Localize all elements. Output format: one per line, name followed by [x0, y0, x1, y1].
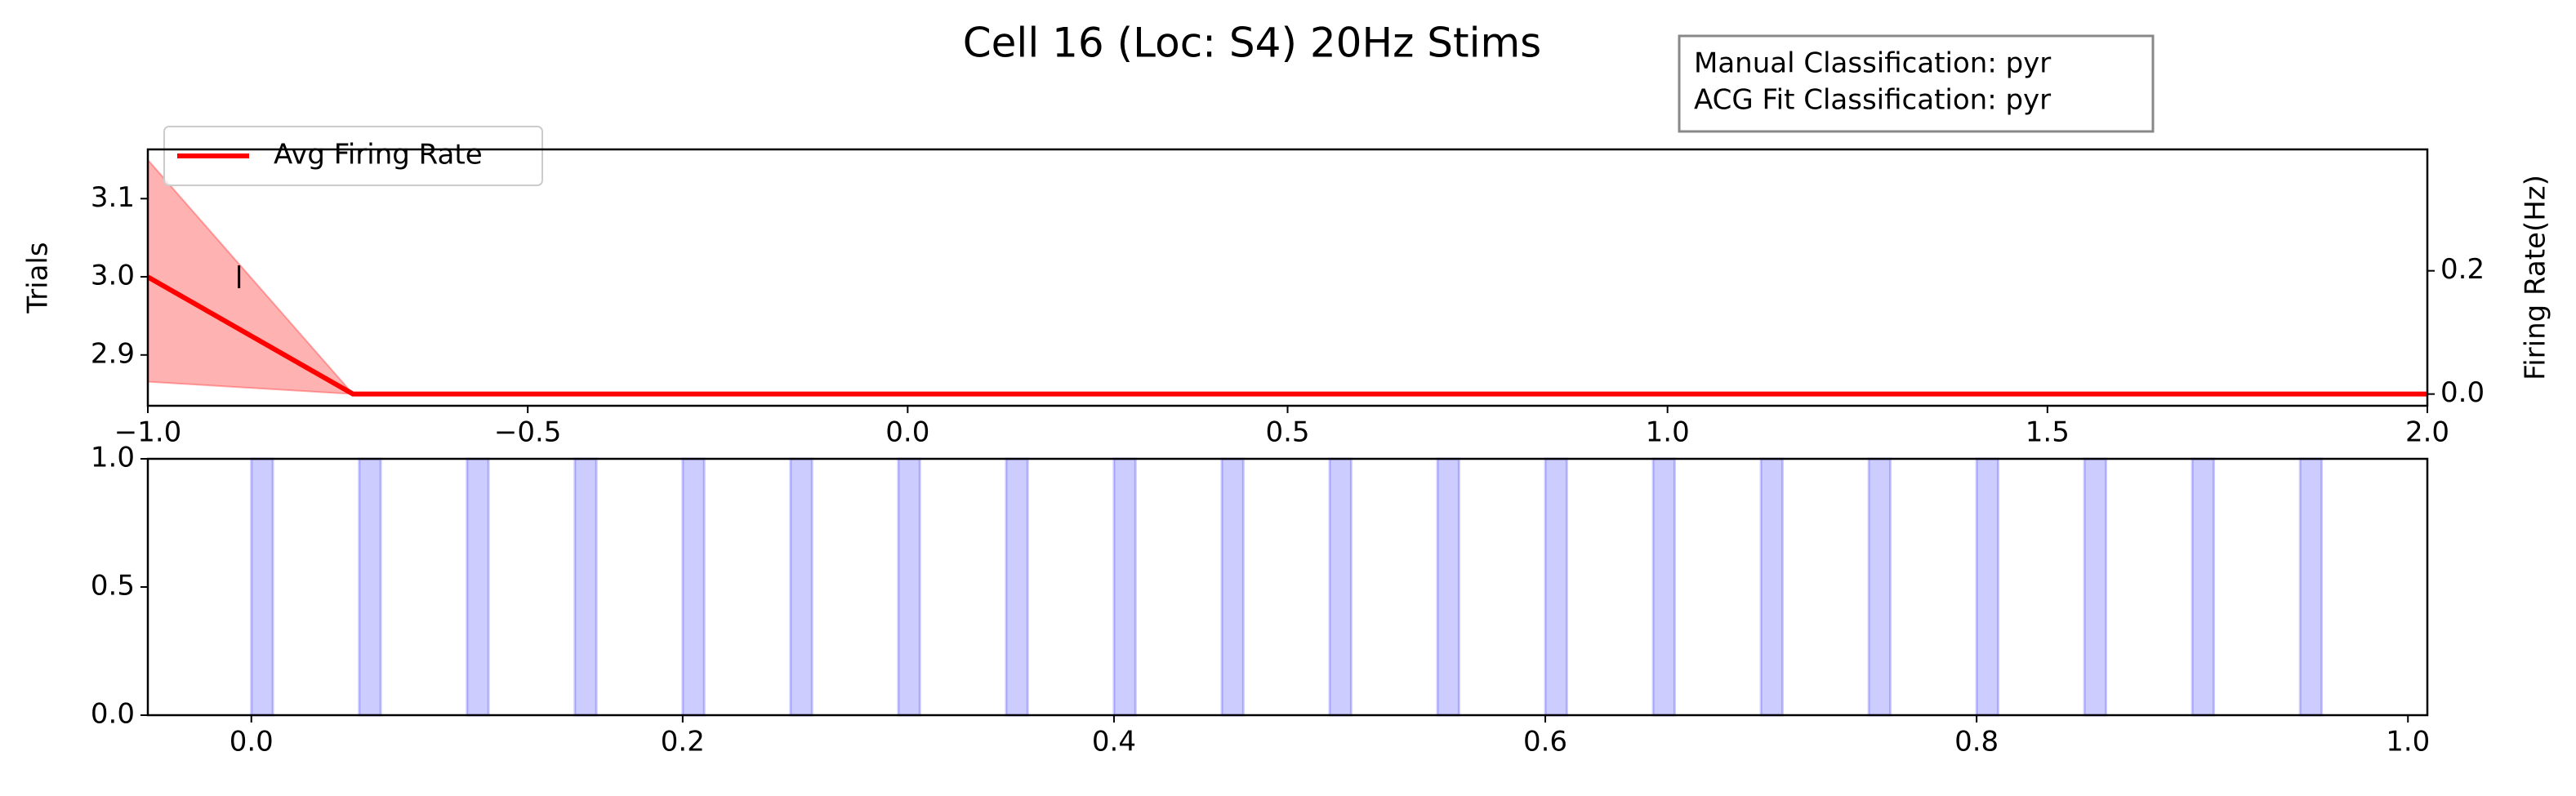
y-tick-label: 3.0: [91, 260, 135, 292]
stim-span: [1328, 457, 1353, 717]
x-tick-label: 0.5: [1265, 416, 1309, 449]
x-tick-label: −1.0: [114, 416, 182, 449]
stim-span: [2190, 457, 2216, 717]
line: [146, 274, 2427, 397]
x-tick-label: 1.0: [1646, 416, 1690, 449]
stim-span: [1975, 457, 2000, 717]
stim-span: [1436, 457, 1460, 717]
stim-span: [681, 457, 706, 717]
y2-axis-label: Firing Rate(Hz): [2520, 175, 2552, 380]
x-tick-label: 0.0: [230, 726, 274, 758]
stim-span: [2298, 457, 2324, 717]
y2-tick-label: 0.0: [2440, 376, 2485, 409]
y-tick-label: 0.5: [91, 570, 135, 603]
stim-span: [573, 457, 598, 717]
y-tick-label: 3.1: [91, 181, 135, 214]
stim-span: [1759, 457, 1784, 717]
legend-box: [163, 126, 543, 186]
y-tick-label: 1.0: [91, 442, 135, 474]
stim-span: [358, 457, 382, 717]
x-tick-label: 1.0: [2386, 726, 2430, 758]
stim-span: [1544, 457, 1568, 717]
x-tick-label: 0.2: [661, 726, 705, 758]
legend-label: Avg Firing Rate: [274, 139, 483, 171]
stim-span: [250, 457, 274, 717]
x-tick-label: 0.0: [885, 416, 929, 449]
x-tick-label: −0.5: [494, 416, 562, 449]
stim-span: [2083, 457, 2108, 717]
stim-span: [1005, 457, 1029, 717]
annotation-box: [1678, 34, 2155, 133]
x-tick-label: 0.6: [1523, 726, 1567, 758]
x-tick-label: 1.5: [2026, 416, 2070, 449]
annotation: Manual Classification: pyr: [1694, 47, 2051, 80]
stim-span: [789, 457, 813, 717]
stim-span: [897, 457, 921, 717]
annotation: ACG Fit Classification: pyr: [1694, 84, 2051, 117]
plot-frame: [146, 148, 2429, 407]
y-tick-label: 2.9: [91, 337, 135, 370]
stim-span: [466, 457, 490, 717]
chart-title: Cell 16 (Loc: S4) 20Hz Stims: [963, 20, 1541, 67]
stim-span: [1220, 457, 1245, 717]
stim-span: [1867, 457, 1892, 717]
y-tick-label: 0.0: [91, 698, 135, 731]
x-tick-label: 2.0: [2405, 416, 2449, 449]
confidence-band: [147, 158, 2427, 395]
x-tick-label: 0.8: [1954, 726, 1999, 758]
y-axis-label: Trials: [22, 242, 55, 314]
y2-tick-label: 0.2: [2440, 253, 2485, 286]
stim-span: [1112, 457, 1137, 717]
plot-frame: [146, 457, 2429, 717]
x-tick-label: 0.4: [1092, 726, 1136, 758]
stim-span: [1651, 457, 1676, 717]
